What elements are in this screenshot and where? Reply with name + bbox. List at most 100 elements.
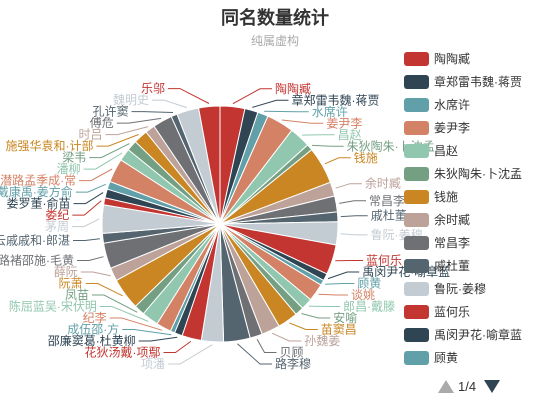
slice-label: 安喻 xyxy=(333,310,357,325)
label-line xyxy=(138,336,178,342)
legend-label: 蓝何乐 xyxy=(434,305,471,319)
legend-swatch xyxy=(404,121,429,135)
legend-item[interactable]: 水席许 xyxy=(404,98,550,114)
label-line xyxy=(122,329,172,336)
label-line xyxy=(77,256,104,261)
label-line xyxy=(301,313,331,319)
legend-label: 章郑雷韦魏·蒋贾 xyxy=(434,75,522,89)
label-line xyxy=(237,343,272,365)
slice-label: 时吕 xyxy=(78,128,102,142)
slice-label: 凤苗 xyxy=(65,288,89,302)
pager-prev-arrow-icon[interactable] xyxy=(438,380,454,393)
label-line xyxy=(318,293,348,296)
slice-label: 戴康禹·姜方俞 xyxy=(0,184,73,199)
legend-item[interactable]: 余时臧 xyxy=(404,213,550,229)
slice-label: 贝顾 xyxy=(280,346,304,360)
slice-label: 路李穆 xyxy=(275,356,311,371)
legend-swatch xyxy=(404,75,429,89)
legend-swatch xyxy=(404,167,429,181)
label-line xyxy=(96,134,139,147)
pie-slice[interactable] xyxy=(197,105,221,225)
slice-label: 水席许 xyxy=(312,104,348,119)
legend-label: 钱施 xyxy=(434,190,459,204)
slice-label: 傅危 xyxy=(90,116,114,130)
label-line xyxy=(168,344,213,365)
slice-label: 孙魏姜 xyxy=(304,333,340,348)
slice-label: 魏明史 xyxy=(113,92,149,107)
slice-label: 郎昌·戴滕 xyxy=(343,299,395,314)
legend-label: 昌赵 xyxy=(434,144,459,158)
legend-item[interactable]: 顾黄 xyxy=(404,351,550,367)
slice-label: 戚杜董 xyxy=(371,208,407,223)
legend-swatch xyxy=(404,236,429,250)
label-line xyxy=(75,183,106,193)
legend-swatch xyxy=(404,282,429,296)
label-line xyxy=(327,271,360,280)
pager-next-arrow-icon[interactable] xyxy=(484,380,500,393)
slice-label: 施强华袁和·计部 xyxy=(6,138,94,153)
legend-item[interactable]: 陶陶臧 xyxy=(404,52,550,68)
label-line xyxy=(252,99,289,108)
label-line xyxy=(324,157,351,165)
legend-label: 常昌李 xyxy=(434,236,471,250)
label-line xyxy=(163,340,192,353)
legend-item[interactable]: 禹闵尹花·喻章蓝 xyxy=(404,328,550,344)
label-line xyxy=(80,271,111,277)
slice-label: 钱施 xyxy=(354,150,378,165)
legend-label: 陶陶臧 xyxy=(434,52,471,66)
slice-label: 阮萧 xyxy=(59,277,83,291)
label-line xyxy=(116,117,162,124)
slice-label: 花狄汤戴·项鄢 xyxy=(85,345,161,360)
label-line xyxy=(256,338,277,353)
label-line xyxy=(85,283,123,297)
label-line xyxy=(72,200,102,216)
slice-label: 茅周 xyxy=(45,220,69,234)
legend-item[interactable]: 常昌李 xyxy=(404,236,550,252)
legend-item[interactable]: 钱施 xyxy=(404,190,550,206)
legend-label: 鲁阮·姜穆 xyxy=(434,282,486,296)
legend-item[interactable]: 姜尹李 xyxy=(404,121,550,137)
legend-swatch xyxy=(404,259,429,273)
slice-label: 苗窦昌 xyxy=(321,323,357,337)
slice-label: 潜路孟季成·常 xyxy=(0,173,76,188)
legend-item[interactable]: 戚杜董 xyxy=(404,259,550,275)
slice-label: 潘柳 xyxy=(57,162,81,176)
slice-label: 蓝何乐 xyxy=(366,254,402,268)
legend-item[interactable]: 昌赵 xyxy=(404,144,550,160)
chart-title: 同名数量统计 xyxy=(221,8,329,28)
legend-swatch xyxy=(404,328,429,342)
slice-label: 姜尹李 xyxy=(326,115,362,130)
legend-swatch xyxy=(404,305,429,319)
legend-item[interactable]: 章郑雷韦魏·蒋贾 xyxy=(404,75,550,91)
legend-item[interactable]: 蓝何乐 xyxy=(404,305,550,321)
label-line xyxy=(271,332,302,342)
slice-label: 邵廉窦葛·杜黄柳 xyxy=(48,333,136,348)
legend-pager: 1/4 xyxy=(438,378,500,396)
label-line xyxy=(168,88,210,104)
label-line xyxy=(105,126,149,136)
label-line xyxy=(99,306,149,322)
slice-label: 昌赵 xyxy=(338,128,362,142)
label-line xyxy=(340,215,368,218)
legend-swatch xyxy=(404,351,429,365)
legend-label: 戚杜董 xyxy=(434,259,471,273)
slice-label: 孔许窦 xyxy=(92,105,128,119)
slice-label: 谈姚 xyxy=(351,288,375,302)
legend-item[interactable]: 朱狄陶朱·卜沈孟 xyxy=(404,167,550,183)
label-line xyxy=(339,200,366,204)
slice-label: 路褚邵施·毛黄 xyxy=(0,253,74,268)
label-line xyxy=(73,238,100,241)
legend-label: 水席许 xyxy=(434,98,471,112)
slice-label: 常昌李 xyxy=(369,193,405,208)
pager-page-indicator: 1/4 xyxy=(458,379,477,394)
slice-label: 梁韦 xyxy=(62,150,86,165)
legend-swatch xyxy=(404,144,429,158)
legend: 陶陶臧章郑雷韦魏·蒋贾 水席许姜尹李昌赵朱狄陶朱·卜沈孟钱施余时臧常昌李戚杜董鲁阮… xyxy=(404,52,550,370)
slice-label: 乐邬 xyxy=(141,81,165,96)
label-line xyxy=(340,233,368,236)
label-line xyxy=(83,152,123,170)
slice-label: 云戚戚和·郎湛 xyxy=(0,234,70,248)
legend-label: 禹闵尹花·喻章蓝 xyxy=(434,328,522,342)
legend-item[interactable]: 鲁阮·姜穆 xyxy=(404,282,550,298)
label-line xyxy=(72,218,100,228)
